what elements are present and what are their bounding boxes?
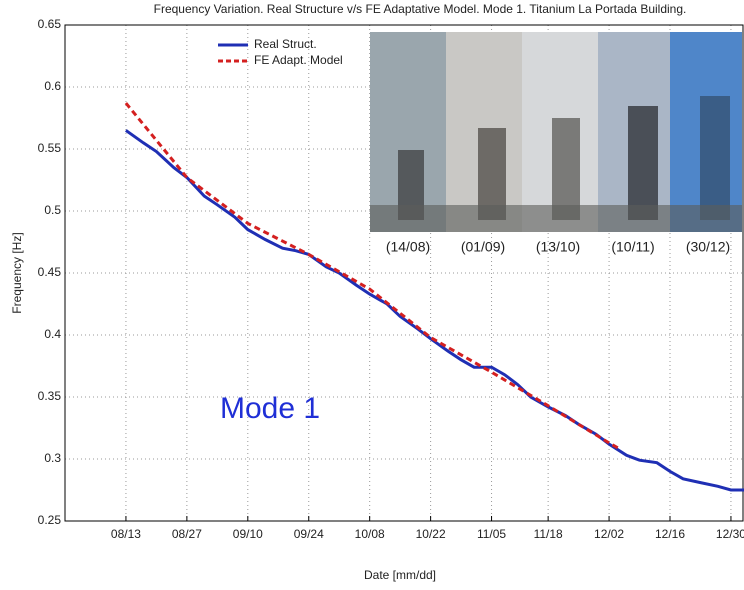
photo-caption: (13/10)	[536, 239, 580, 255]
x-tick-label: 12/30	[716, 527, 744, 541]
photo-caption: (01/09)	[461, 239, 505, 255]
plot-frame	[64, 24, 744, 522]
x-tick-label: 08/27	[172, 527, 202, 541]
x-tick-label: 10/22	[416, 527, 446, 541]
x-tick-label: 09/24	[294, 527, 324, 541]
x-tick-label: 11/05	[477, 527, 506, 541]
photo-caption: (14/08)	[386, 239, 430, 255]
series-line	[124, 102, 619, 450]
series-line	[125, 129, 744, 492]
y-tick-label: 0.65	[38, 17, 62, 31]
photo-strip	[370, 32, 742, 232]
x-tick-label: 11/18	[534, 527, 563, 541]
y-axis-label: Frequency [Hz]	[10, 232, 24, 313]
photo-caption: (30/12)	[686, 239, 730, 255]
x-tick-label: 08/13	[111, 527, 141, 541]
y-tick-label: 0.35	[38, 389, 62, 403]
photo-caption: (10/11)	[611, 239, 654, 255]
x-tick-label: 12/02	[594, 527, 624, 541]
legend-label: FE Adapt. Model	[254, 53, 343, 67]
y-tick-label: 0.5	[44, 203, 61, 217]
x-tick-label: 10/08	[355, 527, 385, 541]
y-tick-label: 0.25	[38, 513, 62, 527]
y-tick-label: 0.6	[44, 79, 61, 93]
y-tick-label: 0.45	[38, 265, 62, 279]
y-tick-label: 0.55	[38, 141, 62, 155]
x-axis-label: Date [mm/dd]	[364, 568, 436, 582]
y-tick-label: 0.4	[44, 327, 61, 341]
annotation: Mode 1	[220, 392, 320, 425]
x-tick-label: 09/10	[233, 527, 263, 541]
chart-title: Frequency Variation. Real Structure v/s …	[154, 2, 687, 16]
y-tick-label: 0.3	[44, 451, 61, 465]
x-tick-label: 12/16	[655, 527, 685, 541]
legend-label: Real Struct.	[254, 37, 317, 51]
